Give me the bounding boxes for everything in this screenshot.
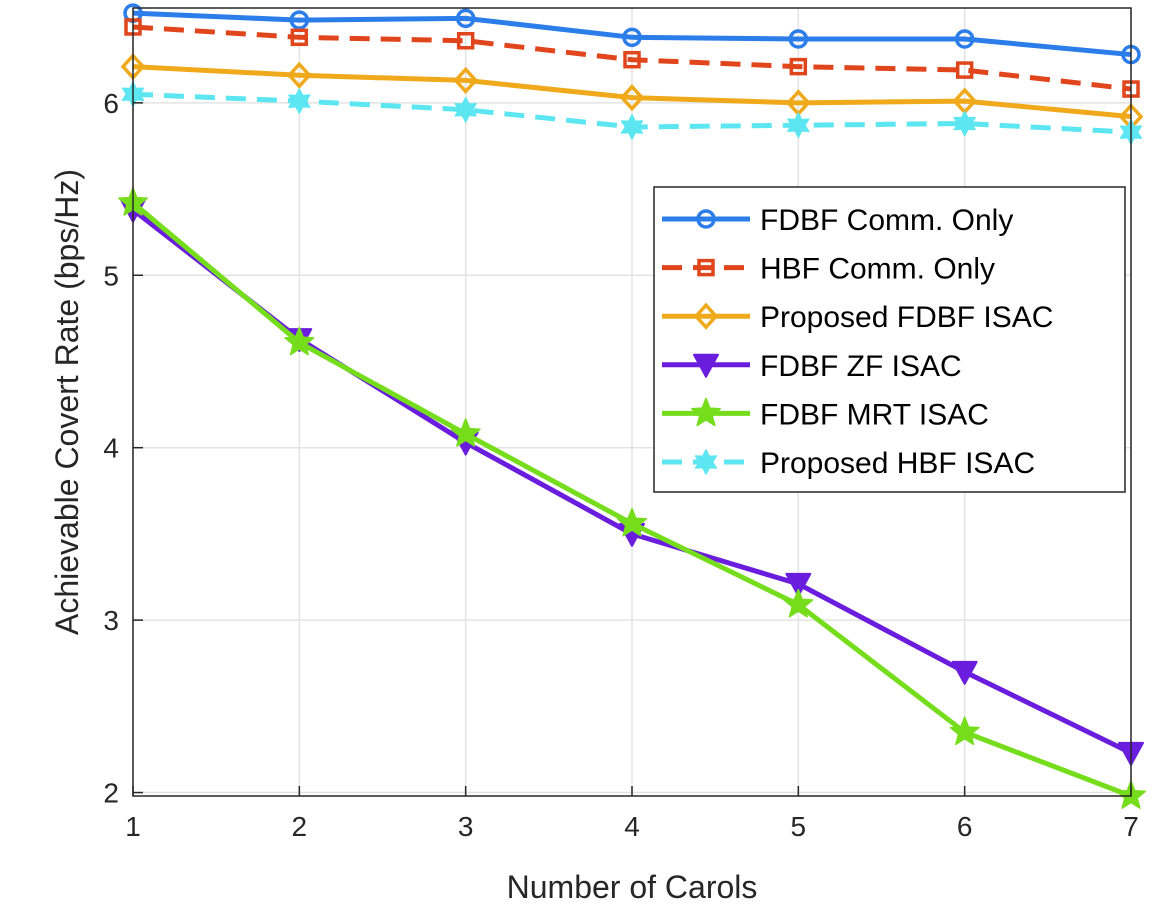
legend: FDBF Comm. Only HBF Comm. Only Proposed FD…: [653, 186, 1126, 493]
legend-item: HBF Comm. Only: [662, 253, 995, 286]
x-tick-label: 2: [292, 811, 308, 842]
data-point: [619, 84, 645, 112]
legend-label: FDBF ZF ISAC: [760, 350, 962, 383]
x-tick-label: 3: [458, 811, 474, 842]
legend-box: [653, 186, 1126, 493]
y-tick-label: 6: [103, 88, 119, 119]
legend-label: FDBF MRT ISAC: [760, 398, 989, 431]
data-point: [955, 61, 974, 79]
series-line: [132, 10, 1132, 58]
data-point: [288, 88, 311, 114]
data-point: [286, 61, 312, 89]
legend-label: HBF Comm. Only: [760, 253, 995, 286]
data-point: [783, 588, 814, 618]
x-tick-label: 1: [125, 811, 141, 842]
data-point: [620, 114, 644, 140]
x-axis-label: Number of Carols: [507, 869, 758, 905]
legend-label: Proposed HBF ISAC: [760, 447, 1035, 480]
x-tick-label: 5: [791, 811, 807, 842]
x-tick-label: 7: [1123, 811, 1139, 842]
x-tick-label: 4: [624, 811, 640, 842]
legend-label: FDBF Comm. Only: [760, 204, 1013, 237]
data-point: [450, 418, 481, 447]
data-point: [455, 8, 476, 29]
data-point: [949, 716, 980, 746]
legend-item: FDBF MRT ISAC: [662, 397, 989, 431]
legend-item: FDBF ZF ISAC: [662, 350, 962, 383]
data-point: [284, 326, 315, 356]
y-tick-label: 2: [103, 778, 119, 809]
series-2: [124, 18, 1140, 98]
data-point: [788, 29, 809, 49]
legend-marker: [693, 353, 719, 378]
legend-marker: [697, 258, 715, 277]
series-line: [132, 24, 1132, 92]
legend-item: FDBF Comm. Only: [662, 204, 1013, 237]
data-point: [289, 10, 310, 30]
data-point: [951, 660, 978, 685]
legend-item: Proposed HBF ISAC: [662, 447, 1035, 480]
legend-marker: [696, 209, 716, 229]
data-point: [456, 32, 475, 50]
x-tick-label: 6: [957, 811, 973, 842]
data-point: [616, 507, 648, 537]
data-point: [789, 57, 808, 76]
legend-marker: [694, 449, 718, 475]
legend-marker: [693, 302, 719, 330]
data-point: [454, 96, 477, 123]
data-point: [954, 29, 975, 49]
data-point: [953, 110, 976, 137]
data-point: [785, 572, 812, 597]
y-tick-label: 3: [103, 605, 119, 636]
data-point: [623, 50, 641, 69]
legend-item: Proposed FDBF ISAC: [662, 301, 1053, 334]
legend-marker: [690, 397, 722, 427]
y-tick-label: 4: [103, 433, 119, 464]
data-point: [453, 66, 479, 95]
data-point: [290, 28, 309, 47]
series-line: [132, 64, 1132, 120]
y-axis-label: Achievable Covert Rate (bps/Hz): [49, 169, 85, 635]
legend-label: Proposed FDBF ISAC: [760, 301, 1053, 334]
data-point: [622, 27, 642, 48]
y-tick-label: 5: [103, 260, 119, 291]
data-point: [787, 112, 810, 138]
